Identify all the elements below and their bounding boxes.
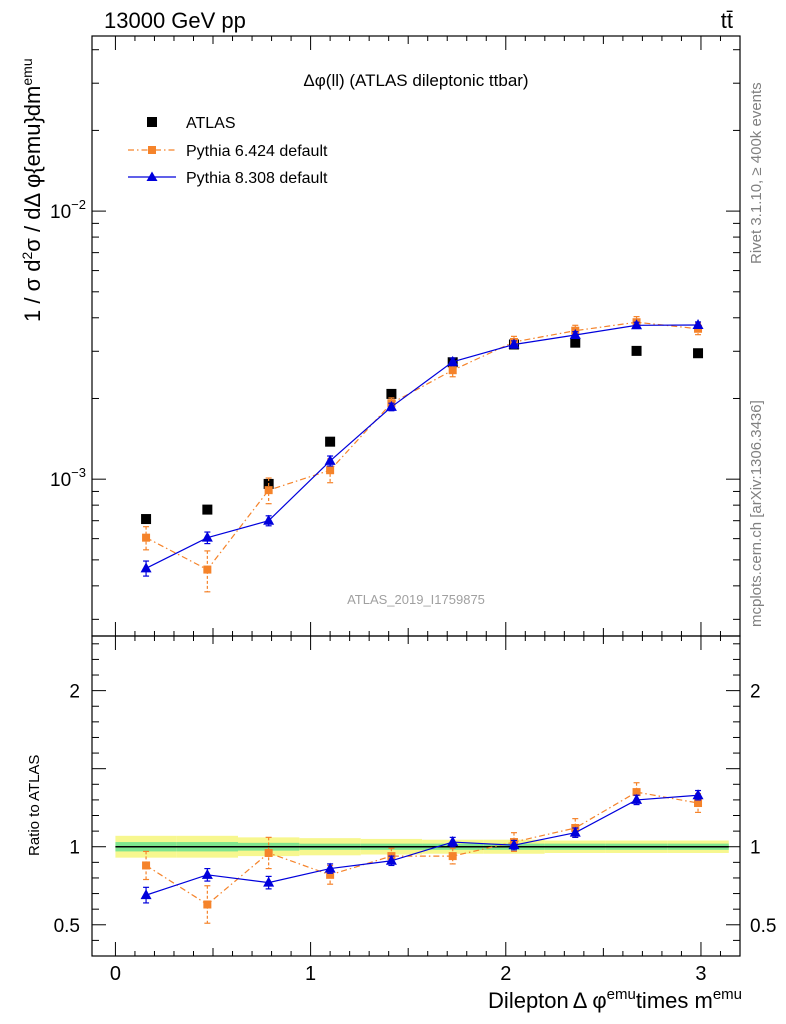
ratio-tick-label-left: 1 <box>69 838 80 859</box>
legend-entry-pythia8: Pythia 8.308 default <box>128 170 328 187</box>
ratio-point-pythia6 <box>632 788 641 797</box>
legend-entry-pythia6: Pythia 6.424 default <box>128 143 328 160</box>
ratio-point-pythia8 <box>508 839 520 850</box>
series-line-pythia8 <box>145 324 699 569</box>
header-left: 13000 GeV pp <box>104 8 246 33</box>
data-point-pythia8 <box>447 355 459 366</box>
ratio-point-pythia6 <box>448 852 457 861</box>
ratio-point-pythia8 <box>692 789 704 800</box>
ratio-point-pythia8 <box>385 854 397 865</box>
ratio-point-pythia8 <box>447 836 459 847</box>
y-tick-label: 10−2 <box>50 197 86 223</box>
legend: ATLAS Pythia 6.424 default Pythia 8.308 … <box>128 115 328 187</box>
data-point-pythia6 <box>448 366 457 375</box>
data-point-atlas <box>325 436 336 447</box>
y-tick-label: 10−3 <box>50 465 86 491</box>
ratio-point-pythia8 <box>140 889 152 900</box>
axes: 0 1 2 3 10−3 10−2 0.5 0.5 1 1 2 2 <box>50 36 776 985</box>
data-point-pythia8 <box>692 318 704 329</box>
data-point-pythia6 <box>142 533 151 542</box>
mcplots-label: mcplots.cern.ch [arXiv:1306.3436] <box>748 400 765 627</box>
x-tick-label: 3 <box>695 963 706 985</box>
legend-label-pythia8: Pythia 8.308 default <box>186 170 328 187</box>
ratio-point-pythia6 <box>694 799 703 808</box>
legend-marker-pythia8 <box>146 171 158 181</box>
data-point-pythia8 <box>385 400 397 411</box>
data-point-atlas <box>570 337 581 348</box>
chart-title: Δφ(ll) (ATLAS dileptonic ttbar) <box>303 71 528 90</box>
ratio-tick-label-right: 0.5 <box>750 916 776 937</box>
ratio-plot-frame <box>91 635 741 957</box>
data-point-pythia8 <box>263 514 275 525</box>
data-point-pythia8 <box>508 338 520 349</box>
legend-label-pythia6: Pythia 6.424 default <box>186 143 328 160</box>
ratio-point-pythia8 <box>324 862 336 873</box>
ratio-point-pythia6 <box>326 870 335 879</box>
data-point-atlas <box>386 388 397 399</box>
data-point-atlas <box>141 514 152 525</box>
watermark: ATLAS_2019_I1759875 <box>347 592 485 607</box>
x-tick-label: 1 <box>305 963 316 985</box>
ratio-point-pythia6 <box>203 900 212 909</box>
ratio-line-pythia8 <box>145 794 699 896</box>
data-point-pythia6 <box>264 486 273 495</box>
ratio-point-pythia6 <box>264 848 273 857</box>
rivet-label: Rivet 3.1.10, ≥ 400k events <box>748 82 765 264</box>
data-point-pythia8 <box>201 531 213 542</box>
data-point-atlas <box>631 345 642 356</box>
plot-content <box>115 316 729 924</box>
ratio-tick-label-left: 0.5 <box>54 916 80 937</box>
ratio-tick-label-right: 1 <box>750 838 761 859</box>
data-point-pythia8 <box>140 562 152 573</box>
data-point-pythia8 <box>324 454 336 465</box>
ratio-tick-label-right: 2 <box>750 682 761 703</box>
series-line-pythia6 <box>145 321 699 571</box>
data-point-pythia6 <box>203 565 212 574</box>
ratio-point-pythia8 <box>569 826 581 837</box>
x-tick-label: 0 <box>110 963 121 985</box>
x-axis-label: Dilepton Δ φemutimes memu <box>488 986 742 1013</box>
data-point-pythia8 <box>569 329 581 340</box>
legend-marker-atlas <box>147 117 157 127</box>
ratio-y-axis-label: Ratio to ATLAS <box>26 755 43 856</box>
header-right: tt̄ <box>721 8 733 33</box>
ratio-point-pythia8 <box>263 876 275 887</box>
data-point-atlas <box>693 348 704 359</box>
data-point-pythia8 <box>631 319 643 330</box>
legend-entry-atlas: ATLAS <box>147 115 236 132</box>
ratio-point-pythia8 <box>201 868 213 879</box>
data-point-pythia6 <box>326 466 335 475</box>
ratio-point-pythia8 <box>631 793 643 804</box>
legend-label-atlas: ATLAS <box>186 115 236 132</box>
x-tick-label: 2 <box>500 963 511 985</box>
ratio-tick-label-left: 2 <box>69 682 80 703</box>
legend-marker-pythia6 <box>148 146 156 154</box>
y-axis-label: 1 / σ d2σ / dΔ φ{emu}dmemu <box>19 58 45 322</box>
ratio-point-pythia6 <box>142 861 151 870</box>
data-point-atlas <box>202 504 213 515</box>
